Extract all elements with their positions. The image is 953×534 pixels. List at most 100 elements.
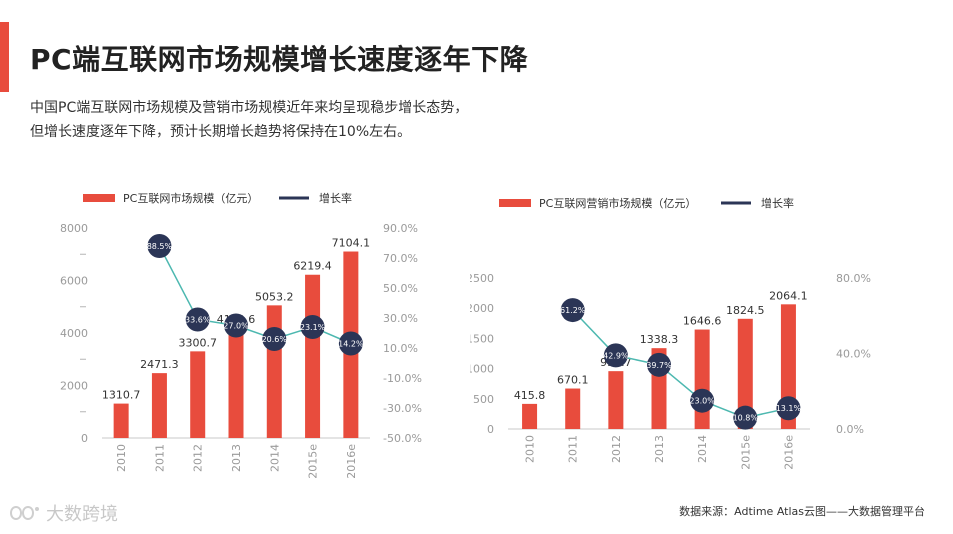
growth-rate-label: 20.6%: [262, 335, 288, 344]
bar: [608, 371, 624, 429]
bar-value-label: 7104.1: [332, 237, 371, 250]
growth-rate-label: 27.0%: [223, 322, 249, 331]
title-accent-bar: [0, 22, 9, 92]
y-left-tick-label: 8000: [60, 222, 88, 235]
x-tick-label: 2015e: [307, 444, 320, 479]
bar: [190, 351, 206, 438]
legend-line-label: 增长率: [761, 196, 794, 210]
bar: [305, 274, 321, 438]
growth-rate-label: 88.5%: [147, 242, 173, 251]
x-tick-label: 2010: [524, 435, 537, 463]
y-left-tick-label: 1500: [470, 332, 494, 345]
legend-bar-swatch: [83, 194, 115, 202]
y-left-tick-label: 2000: [60, 380, 88, 393]
y-right-tick-label: -30.0%: [383, 402, 422, 415]
growth-rate-label: 23.0%: [689, 397, 715, 406]
y-right-tick-label: 90.0%: [383, 222, 418, 235]
bar-value-label: 1646.6: [683, 315, 722, 328]
y-left-tick-label: 500: [473, 393, 494, 406]
growth-rate-point: [300, 315, 325, 339]
subtitle-line-1: 中国PC端互联网市场规模及营销市场规模近年来均呈现稳步增长态势，: [30, 100, 469, 116]
legend-bar-swatch: [499, 199, 531, 207]
y-right-tick-label: 50.0%: [383, 282, 418, 295]
y-right-tick-label: 70.0%: [383, 252, 418, 265]
page-title: PC端互联网市场规模增长速度逐年下降: [30, 43, 529, 76]
legend-bar-label: PC互联网市场规模（亿元）: [123, 191, 258, 205]
x-tick-label: 2014: [268, 444, 281, 472]
growth-rate-label: 13.1%: [776, 404, 802, 413]
bar: [151, 373, 167, 438]
growth-rate-point: [560, 298, 585, 323]
growth-rate-point: [776, 396, 801, 421]
x-tick-label: 2015e: [739, 435, 752, 470]
y-right-tick-label: 30.0%: [383, 312, 418, 325]
bar: [113, 403, 129, 438]
watermark-logo-icon: [9, 506, 39, 520]
growth-rate-point: [647, 352, 671, 377]
y-right-tick-label: 40.0%: [836, 348, 871, 361]
growth-rate-point: [147, 234, 172, 258]
bar-value-label: 6219.4: [293, 260, 332, 273]
y-left-tick-label: 4000: [60, 327, 88, 340]
growth-rate-point: [224, 313, 248, 338]
y-left-tick-label: 1000: [470, 363, 494, 376]
bar: [737, 318, 753, 429]
growth-rate-label: 33.6%: [185, 316, 211, 325]
y-left-tick-label: 0: [487, 423, 494, 436]
growth-rate-label: 39.7%: [646, 361, 672, 370]
x-tick-label: 2013: [230, 444, 243, 472]
x-tick-label: 2016e: [782, 435, 795, 470]
growth-rate-label: 10.8%: [733, 414, 759, 423]
bar-value-label: 415.8: [514, 389, 546, 402]
data-source: 数据来源：Adtime Atlas云图——大数据管理平台: [679, 505, 925, 518]
subtitle: 中国PC端互联网市场规模及营销市场规模近年来均呈现稳步增长态势， 但增长速度逐年…: [30, 96, 468, 144]
bar-value-label: 2471.3: [140, 358, 179, 371]
market-size-chart: PC互联网市场规模（亿元） 增长率 0 2000 4000 6000 8000 90.0% 70…: [60, 191, 422, 479]
bar: [565, 388, 581, 429]
growth-rate-point: [185, 307, 210, 332]
y-right-tick-label: -50.0%: [383, 432, 422, 445]
y-right-tick-label: -10.0%: [383, 372, 422, 385]
y-right-tick-label: 10.0%: [383, 342, 418, 355]
bar-value-label: 1310.7: [102, 389, 140, 402]
y-left-tick-label: 0: [81, 432, 88, 445]
bar-value-label: 2064.1: [769, 289, 808, 302]
x-tick-label: 2010: [115, 444, 128, 472]
bar: [522, 403, 538, 429]
bar-value-label: 5053.2: [255, 290, 294, 303]
legend-line-label: 增长率: [319, 191, 352, 205]
growth-rate-point: [690, 388, 715, 413]
growth-rate-point: [262, 327, 287, 351]
x-tick-label: 2014: [696, 435, 709, 463]
y-right-tick-label: 80.0%: [836, 272, 871, 285]
bar: [694, 329, 710, 429]
y-left-tick-label: 2000: [470, 302, 494, 315]
x-tick-label: 2013: [653, 435, 666, 463]
growth-rate-label: 23.1%: [300, 323, 326, 332]
x-tick-label: 2011: [153, 444, 166, 472]
legend-bar-label: PC互联网营销市场规模（亿元）: [539, 196, 696, 210]
bar-value-label: 3300.7: [178, 336, 217, 349]
bar: [266, 305, 282, 438]
x-tick-label: 2012: [192, 444, 205, 472]
bar-value-label: 1338.3: [640, 333, 679, 346]
growth-rate-label: 14.2%: [338, 340, 364, 349]
bar-value-label: 670.1: [557, 374, 589, 387]
y-left-tick-label: 2500: [470, 272, 494, 285]
growth-rate-point: [733, 405, 758, 430]
marketing-size-chart: PC互联网营销市场规模（亿元） 增长率 0 500 1000 1500 2000 2500 0.…: [470, 196, 871, 470]
bar: [228, 327, 244, 438]
x-tick-label: 2016e: [345, 444, 358, 479]
y-left-tick-label: 6000: [60, 275, 88, 288]
x-tick-label: 2012: [610, 435, 623, 463]
growth-rate-point: [603, 343, 628, 368]
y-right-tick-label: 0.0%: [836, 423, 864, 436]
growth-rate-label: 61.2%: [560, 306, 586, 315]
x-tick-label: 2011: [567, 435, 580, 463]
watermark: 大数跨境: [8, 500, 118, 526]
watermark-text: 大数跨境: [46, 504, 118, 525]
subtitle-line-2: 但增长速度逐年下降，预计长期增长趋势将保持在10%左右。: [30, 124, 412, 140]
growth-rate-point: [338, 331, 363, 356]
bar-value-label: 1824.5: [726, 304, 765, 317]
growth-rate-label: 42.9%: [603, 351, 629, 360]
